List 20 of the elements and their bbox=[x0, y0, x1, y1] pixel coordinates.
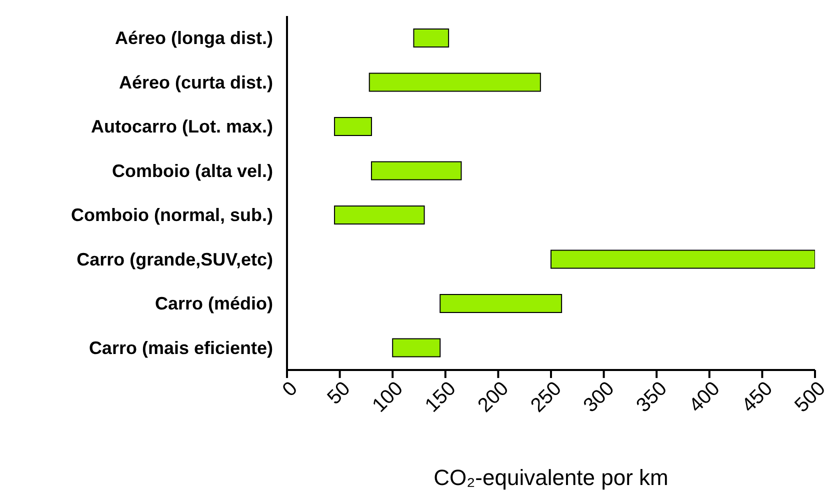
y-tick-label: Aéreo (longa dist.) bbox=[114, 28, 273, 48]
x-tick-label: 250 bbox=[526, 378, 566, 417]
y-tick-label: Autocarro (Lot. max.) bbox=[90, 116, 274, 137]
x-axis-title: CO₂-equivalente por km bbox=[434, 465, 668, 490]
y-tick-label: Carro (mais eficiente) bbox=[88, 338, 274, 358]
y-tick-label: Carro (médio) bbox=[154, 294, 273, 314]
x-tick-label: 100 bbox=[368, 378, 408, 417]
x-tick-label: 500 bbox=[790, 378, 830, 417]
x-tick-label: 300 bbox=[579, 378, 619, 417]
x-tick-label: 200 bbox=[474, 378, 514, 417]
y-tick-label: Carro (grande,SUV,etc) bbox=[76, 249, 273, 270]
x-tick-label: 0 bbox=[278, 378, 302, 402]
x-tick-label: 350 bbox=[632, 378, 672, 417]
x-tick-label: 50 bbox=[323, 378, 355, 409]
x-tick-label: 450 bbox=[738, 378, 778, 417]
y-tick-label: Aéreo (curta dist.) bbox=[118, 72, 274, 92]
y-tick-label: Comboio (normal, sub.) bbox=[71, 205, 273, 226]
x-tick-label: 400 bbox=[685, 378, 724, 417]
x-tick-label: 150 bbox=[421, 378, 460, 417]
y-tick-label: Comboio (alta vel.) bbox=[112, 160, 274, 181]
